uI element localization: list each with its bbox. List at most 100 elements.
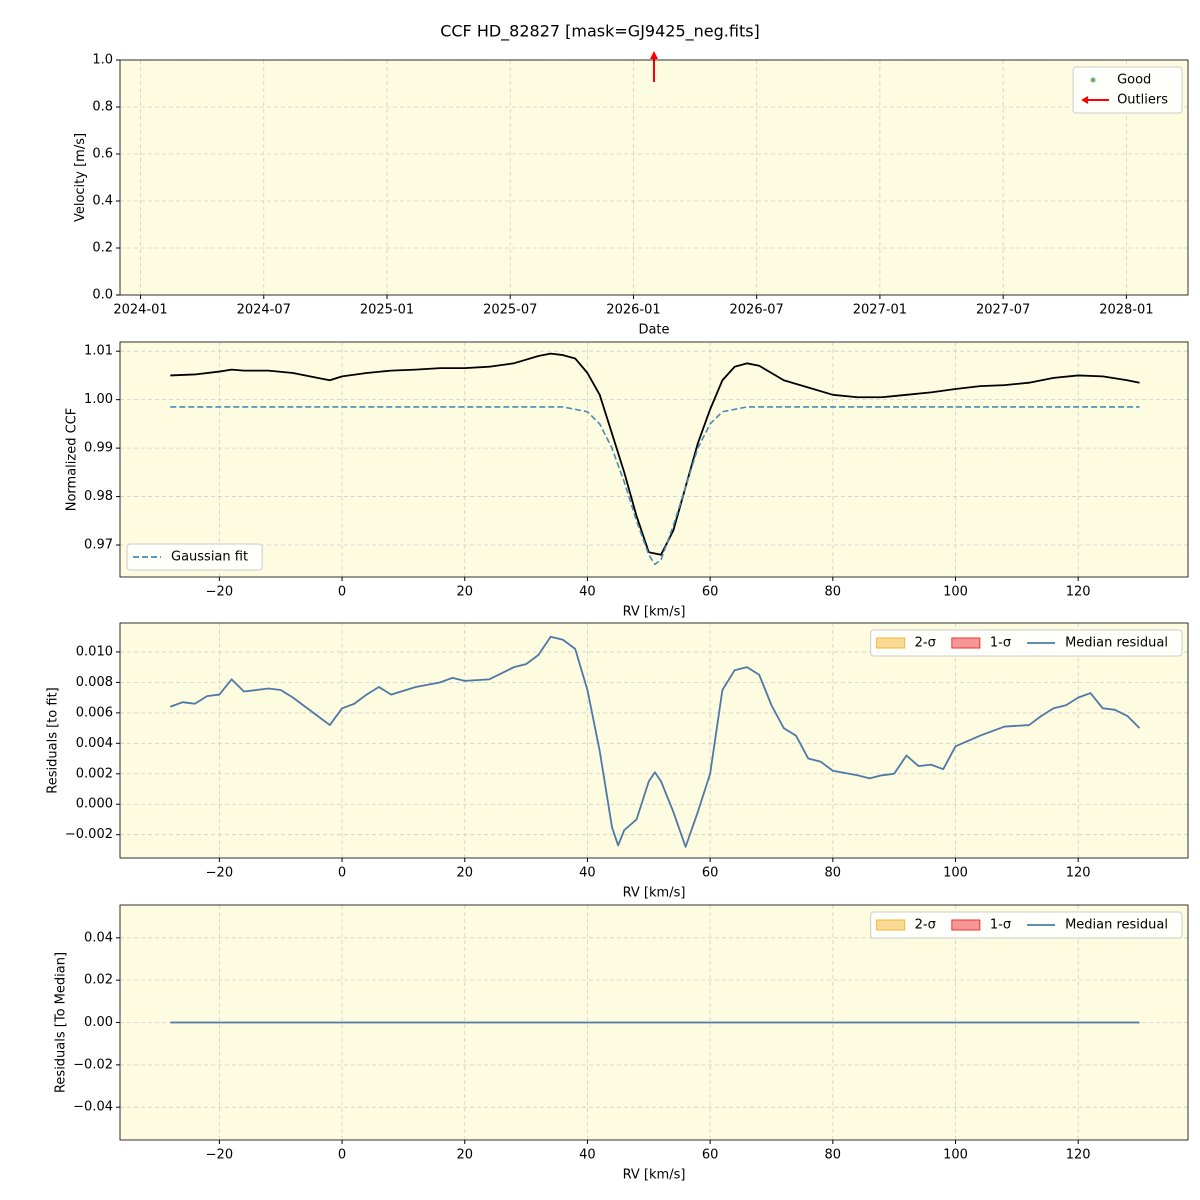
y-tick-label: −0.02 [73, 1057, 113, 1072]
y-tick-label: 0.8 [92, 100, 113, 115]
plot-frame [119, 904, 1189, 1141]
legend-label: Median residual [1065, 918, 1168, 933]
legend-entry: 2-σ [876, 636, 936, 651]
y-tick-label: 0.04 [84, 930, 113, 945]
x-tick-label: 20 [456, 866, 473, 881]
plot-area [120, 60, 1188, 295]
y-tick-label: 0.000 [76, 797, 113, 812]
x-tick-label: 2026-07 [730, 303, 784, 318]
plot-frame [119, 59, 1189, 296]
y-axis-label: Velocity [m/s] [73, 133, 88, 222]
y-axis-label: Residuals [To Median] [54, 952, 69, 1093]
x-tick-label: 2024-01 [113, 303, 167, 318]
y-tick-label: 0.006 [76, 705, 113, 720]
legend-label: 2-σ [915, 918, 936, 933]
x-axis-label: RV [km/s] [623, 1168, 686, 1183]
legend-box [870, 911, 1183, 939]
legend-entry: Median residual [1027, 636, 1168, 651]
y-axis-label: Normalized CCF [65, 408, 80, 512]
legend-arrow-head [1081, 96, 1089, 104]
x-tick-label: 2028-01 [1099, 303, 1153, 318]
legend-label: Median residual [1065, 636, 1168, 651]
y-tick-label: 0.99 [84, 441, 113, 456]
legend: Good Outliers [1072, 66, 1183, 114]
legend-label: Gaussian fit [171, 550, 248, 565]
x-tick-label: −20 [206, 866, 233, 881]
x-tick-label: −20 [206, 585, 233, 600]
y-tick-label: 0.2 [92, 241, 113, 256]
x-tick-label: 0 [338, 585, 346, 600]
legend-patch [876, 919, 906, 931]
x-tick-label: 100 [943, 866, 968, 881]
x-tick-label: 0 [338, 1148, 346, 1163]
y-tick-label: 0.98 [84, 489, 113, 504]
y-tick-label: 0.6 [92, 147, 113, 162]
legend: 2-σ 1-σ Median residual [870, 629, 1183, 657]
legend-patch [951, 637, 981, 649]
x-tick-label: −20 [206, 1148, 233, 1163]
y-tick-label: 0.0 [92, 288, 113, 303]
y-tick-label: 0.00 [84, 1015, 113, 1030]
legend-box [870, 629, 1183, 657]
legend-patch [951, 919, 981, 931]
legend-label: 2-σ [915, 636, 936, 651]
x-tick-label: 80 [825, 1148, 842, 1163]
x-tick-label: 100 [943, 1148, 968, 1163]
legend-patch [876, 637, 906, 649]
y-tick-label: 0.97 [84, 538, 113, 553]
legend-label: 1-σ [990, 918, 1011, 933]
figure-title: CCF HD_82827 [mask=GJ9425_neg.fits] [440, 22, 760, 42]
plot-frame [119, 341, 1189, 578]
x-tick-label: 2025-01 [360, 303, 414, 318]
y-tick-label: 0.004 [76, 736, 113, 751]
y-tick-label: −0.04 [73, 1100, 113, 1115]
x-tick-label: 120 [1066, 585, 1091, 600]
plot-frame [119, 622, 1189, 859]
legend-label: Outliers [1117, 93, 1168, 108]
x-tick-label: 40 [579, 1148, 596, 1163]
legend-entry: 1-σ [951, 918, 1011, 933]
y-tick-label: −0.002 [65, 827, 113, 842]
x-tick-label: 2027-07 [976, 303, 1030, 318]
plot-area [120, 623, 1188, 858]
legend-label: 1-σ [990, 636, 1011, 651]
plot-area [120, 342, 1188, 577]
x-tick-label: 60 [702, 866, 719, 881]
x-tick-label: 20 [456, 585, 473, 600]
legend-entry: Median residual [1027, 918, 1168, 933]
x-tick-label: 120 [1066, 866, 1091, 881]
legend-entry: Good [1090, 73, 1151, 88]
x-tick-label: 100 [943, 585, 968, 600]
series-line [170, 352, 1140, 556]
legend-box [1072, 66, 1183, 114]
legend: Gaussian fit [126, 543, 263, 571]
x-tick-label: 120 [1066, 1148, 1091, 1163]
series-line [170, 406, 1140, 566]
x-tick-label: 40 [579, 585, 596, 600]
y-tick-label: 1.00 [84, 392, 113, 407]
y-tick-label: 1.0 [92, 53, 113, 68]
legend-box [126, 543, 263, 571]
legend-marker [1090, 77, 1096, 83]
y-tick-label: 0.4 [92, 194, 113, 209]
x-tick-label: 2024-07 [237, 303, 291, 318]
x-tick-label: 2026-01 [606, 303, 660, 318]
legend-entry: 2-σ [876, 918, 936, 933]
x-tick-label: 80 [825, 585, 842, 600]
legend-label: Good [1117, 73, 1151, 88]
outlier-arrow [650, 51, 658, 82]
legend-entry: Gaussian fit [133, 550, 248, 565]
x-axis-label: Date [638, 323, 669, 338]
legend-entry: 1-σ [951, 636, 1011, 651]
legend-entry: Outliers [1081, 93, 1168, 108]
series-line [169, 635, 1141, 848]
y-tick-label: 0.008 [76, 675, 113, 690]
x-axis-label: RV [km/s] [623, 886, 686, 901]
x-tick-label: 20 [456, 1148, 473, 1163]
x-axis-label: RV [km/s] [623, 605, 686, 620]
y-tick-label: 1.01 [84, 344, 113, 359]
arrow-head [650, 51, 658, 59]
x-tick-label: 60 [702, 585, 719, 600]
y-axis-label: Residuals [to fit] [45, 687, 60, 793]
